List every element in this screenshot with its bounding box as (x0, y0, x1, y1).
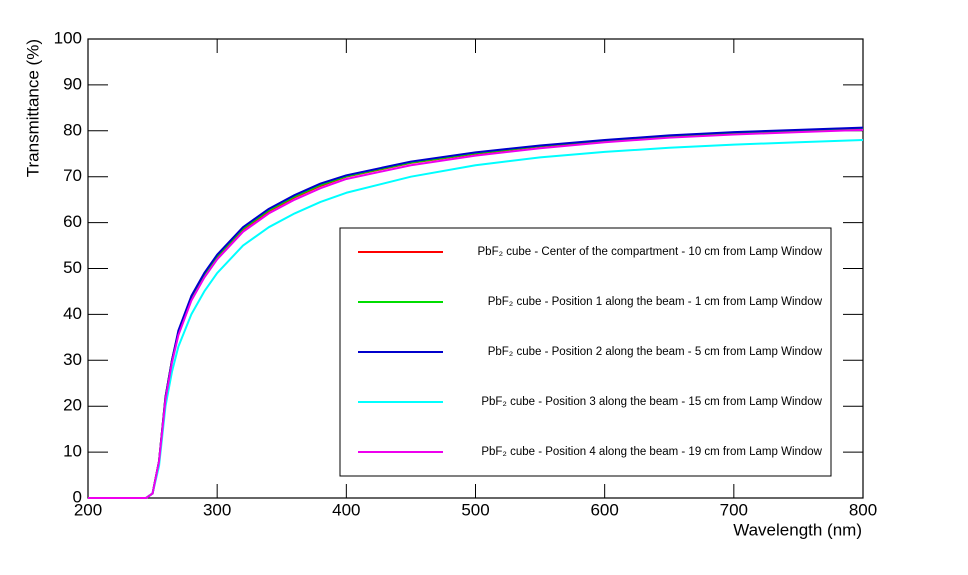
y-tick-label: 20 (63, 396, 82, 415)
x-tick-label: 600 (590, 500, 618, 519)
y-tick-label: 60 (63, 212, 82, 231)
x-tick-label: 300 (203, 500, 231, 519)
x-tick-label: 700 (720, 500, 748, 519)
legend-label: PbF₂ cube - Position 3 along the beam - … (481, 396, 822, 408)
legend-label: PbF₂ cube - Position 4 along the beam - … (481, 446, 822, 458)
y-tick-label: 70 (63, 166, 82, 185)
y-tick-label: 30 (63, 350, 82, 369)
y-axis-title: Transmittance (%) (23, 39, 42, 177)
x-tick-label: 800 (849, 500, 877, 519)
y-tick-label: 90 (63, 74, 82, 93)
x-tick-label: 200 (74, 500, 102, 519)
legend-label: PbF₂ cube - Center of the compartment - … (478, 246, 823, 258)
legend-label: PbF₂ cube - Position 2 along the beam - … (488, 346, 823, 358)
y-tick-label: 80 (63, 120, 82, 139)
x-tick-label: 500 (461, 500, 489, 519)
x-axis-title: Wavelength (nm) (733, 520, 862, 539)
y-tick-label: 100 (54, 28, 82, 47)
y-tick-label: 0 (73, 487, 82, 506)
x-tick-label: 400 (332, 500, 360, 519)
y-tick-label: 50 (63, 258, 82, 277)
series-line (88, 128, 864, 499)
legend-label: PbF₂ cube - Position 1 along the beam - … (488, 296, 823, 308)
y-tick-label: 40 (63, 304, 82, 323)
y-tick-label: 10 (63, 442, 82, 461)
